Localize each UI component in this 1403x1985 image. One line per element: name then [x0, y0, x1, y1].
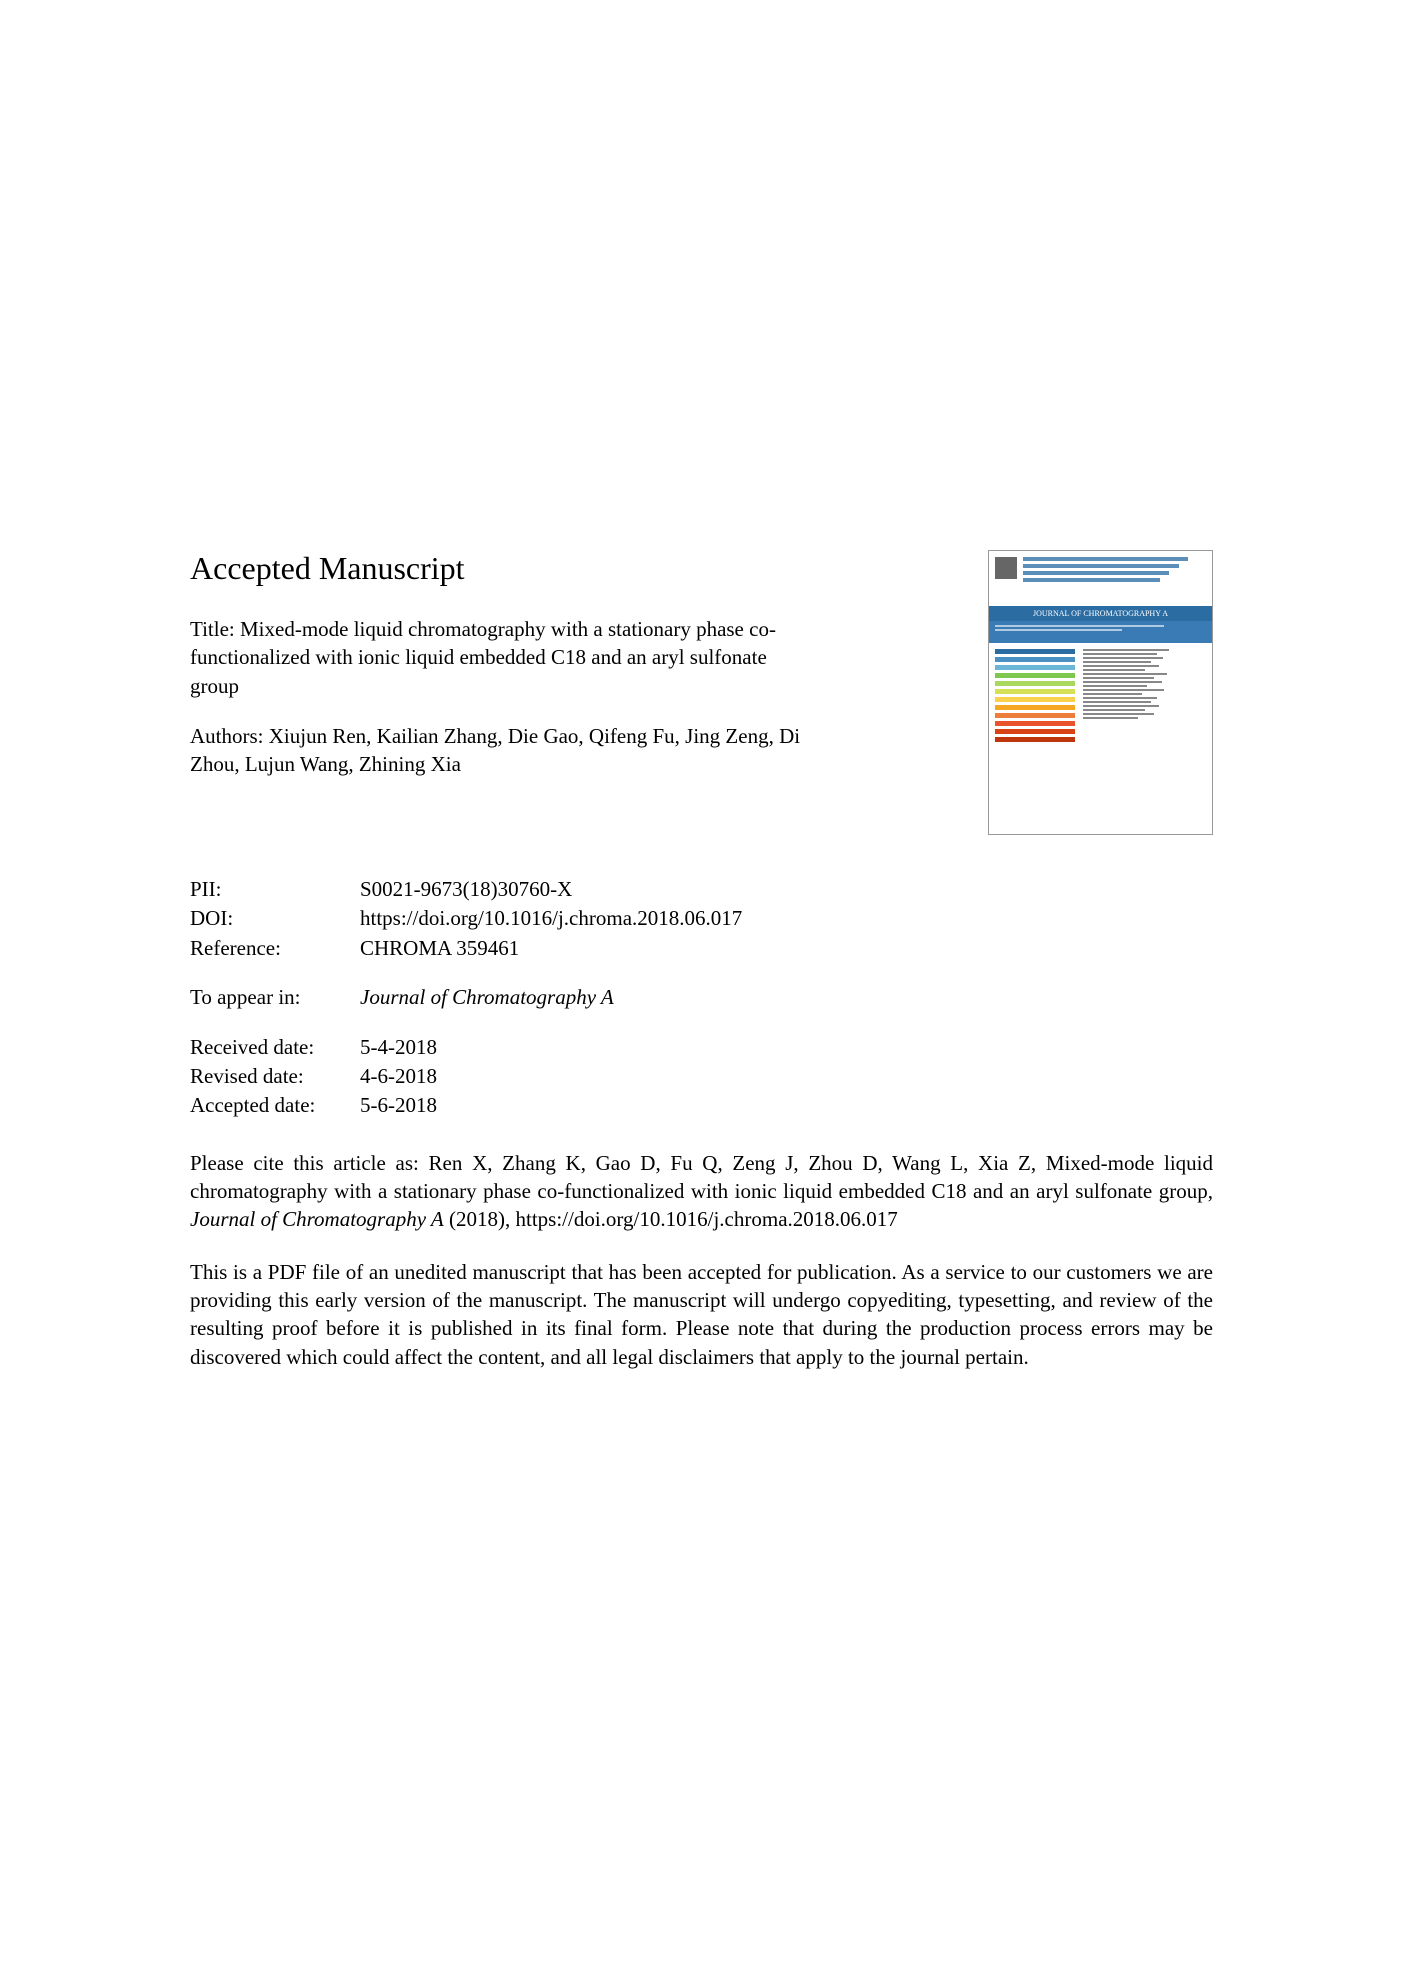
meta-row-doi: DOI: https://doi.org/10.1016/j.chroma.20…: [190, 904, 1213, 933]
publisher-logo-icon: [995, 557, 1017, 579]
thumb-text-line: [1083, 665, 1159, 667]
meta-label: Reference:: [190, 934, 360, 963]
meta-label: Accepted date:: [190, 1091, 360, 1120]
meta-row-revised: Revised date: 4-6-2018: [190, 1062, 1213, 1091]
header-left: Accepted Manuscript Title: Mixed-mode li…: [190, 550, 810, 779]
citation-journal: Journal of Chromatography A: [190, 1207, 444, 1231]
thumb-color-bar: [995, 673, 1075, 678]
meta-value: 4-6-2018: [360, 1062, 1213, 1091]
thumb-color-bar: [995, 737, 1075, 742]
citation-prefix: Please cite this article as: Ren X, Zhan…: [190, 1151, 1213, 1203]
meta-spacer: [190, 963, 1213, 983]
thumb-text-line: [1083, 689, 1164, 691]
thumb-color-bar: [995, 729, 1075, 734]
thumb-bar: [1023, 578, 1160, 582]
thumb-text-line: [1083, 669, 1144, 671]
thumb-color-bars: [995, 649, 1075, 828]
meta-label: To appear in:: [190, 983, 360, 1012]
thumb-color-bar: [995, 681, 1075, 686]
thumb-text-line: [1083, 677, 1154, 679]
disclaimer-block: This is a PDF file of an unedited manusc…: [190, 1258, 1213, 1371]
thumb-subline: [995, 629, 1122, 631]
title-block: Title: Mixed-mode liquid chromatography …: [190, 615, 810, 700]
thumb-color-bar: [995, 705, 1075, 710]
page-heading: Accepted Manuscript: [190, 550, 810, 587]
meta-value: CHROMA 359461: [360, 934, 1213, 963]
thumb-color-bar: [995, 721, 1075, 726]
manuscript-page: Accepted Manuscript Title: Mixed-mode li…: [0, 0, 1403, 1471]
thumb-text-line: [1083, 649, 1169, 651]
thumb-text-line: [1083, 717, 1138, 719]
header-row: Accepted Manuscript Title: Mixed-mode li…: [190, 550, 1213, 835]
thumb-color-bar: [995, 713, 1075, 718]
thumb-color-bar: [995, 665, 1075, 670]
thumb-top: [989, 551, 1212, 606]
thumb-color-bar: [995, 689, 1075, 694]
thumb-color-bar: [995, 697, 1075, 702]
thumb-text-line: [1083, 673, 1167, 675]
authors-text: Xiujun Ren, Kailian Zhang, Die Gao, Qife…: [190, 724, 800, 776]
thumb-text-line: [1083, 709, 1144, 711]
thumb-text-line: [1083, 701, 1151, 703]
thumb-text-line: [1083, 681, 1162, 683]
thumb-color-bar: [995, 649, 1075, 654]
meta-row-pii: PII: S0021-9673(18)30760-X: [190, 875, 1213, 904]
thumb-text-line: [1083, 697, 1157, 699]
thumb-text-line: [1083, 657, 1163, 659]
meta-spacer: [190, 1013, 1213, 1033]
meta-label: Received date:: [190, 1033, 360, 1062]
meta-label: DOI:: [190, 904, 360, 933]
thumb-content: [989, 643, 1212, 834]
title-prefix: Title:: [190, 617, 240, 641]
thumb-toc-lines: [1083, 649, 1206, 828]
thumb-text-line: [1083, 653, 1157, 655]
metadata-table: PII: S0021-9673(18)30760-X DOI: https://…: [190, 875, 1213, 1121]
title-text: Mixed-mode liquid chromatography with a …: [190, 617, 776, 698]
thumb-subbanner: [989, 621, 1212, 643]
meta-value: https://doi.org/10.1016/j.chroma.2018.06…: [360, 904, 1213, 933]
thumb-journal-title: JOURNAL OF CHROMATOGRAPHY A: [989, 606, 1212, 621]
thumb-text-line: [1083, 661, 1151, 663]
meta-value: 5-4-2018: [360, 1033, 1213, 1062]
meta-row-appear: To appear in: Journal of Chromatography …: [190, 983, 1213, 1012]
meta-row-reference: Reference: CHROMA 359461: [190, 934, 1213, 963]
meta-row-received: Received date: 5-4-2018: [190, 1033, 1213, 1062]
meta-label: PII:: [190, 875, 360, 904]
authors-prefix: Authors:: [190, 724, 269, 748]
thumb-header-bars: [1023, 557, 1206, 600]
thumb-bar: [1023, 564, 1179, 568]
thumb-text-line: [1083, 693, 1142, 695]
meta-value: Journal of Chromatography A: [360, 983, 1213, 1012]
citation-suffix: (2018), https://doi.org/10.1016/j.chroma…: [444, 1207, 898, 1231]
thumb-text-line: [1083, 705, 1159, 707]
authors-block: Authors: Xiujun Ren, Kailian Zhang, Die …: [190, 722, 810, 779]
thumb-text-line: [1083, 713, 1154, 715]
journal-cover-thumbnail: JOURNAL OF CHROMATOGRAPHY A: [988, 550, 1213, 835]
thumb-bar: [1023, 557, 1188, 561]
meta-row-accepted: Accepted date: 5-6-2018: [190, 1091, 1213, 1120]
thumb-color-bar: [995, 657, 1075, 662]
meta-value: S0021-9673(18)30760-X: [360, 875, 1213, 904]
thumb-subline: [995, 625, 1164, 627]
meta-value: 5-6-2018: [360, 1091, 1213, 1120]
thumb-text-line: [1083, 685, 1147, 687]
thumb-bar: [1023, 571, 1169, 575]
meta-label: Revised date:: [190, 1062, 360, 1091]
citation-block: Please cite this article as: Ren X, Zhan…: [190, 1149, 1213, 1234]
